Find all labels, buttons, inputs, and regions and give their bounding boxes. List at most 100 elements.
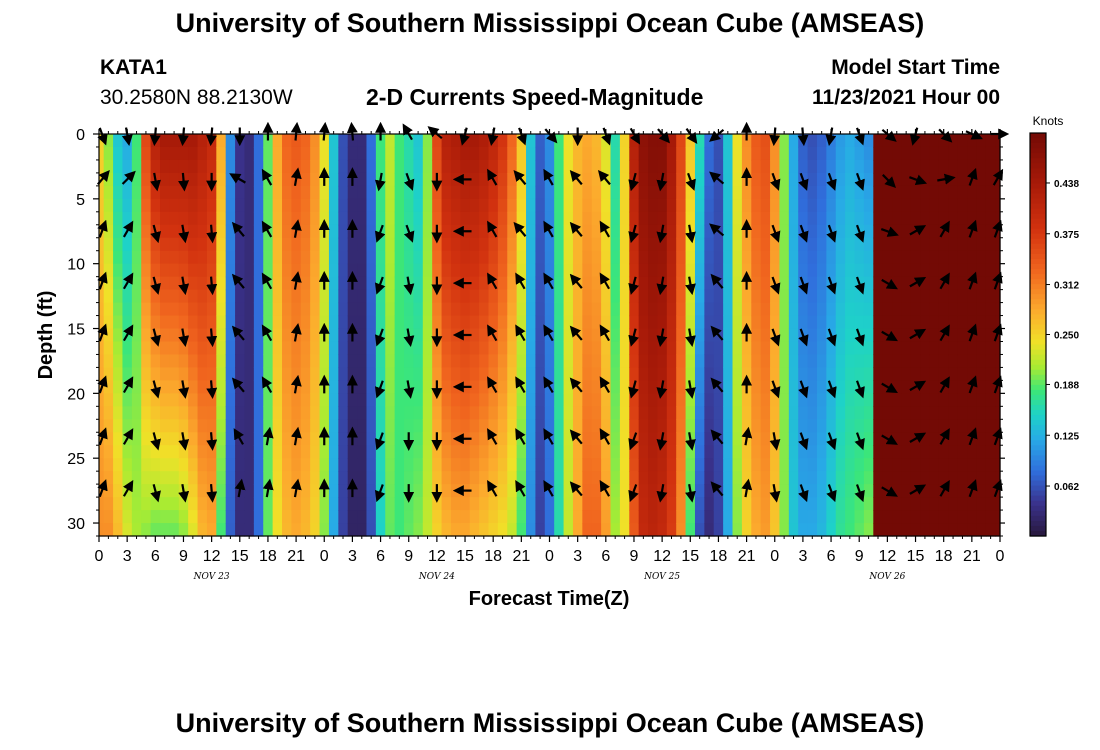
heatmap-cell bbox=[985, 224, 996, 239]
heatmap-cell bbox=[835, 432, 846, 446]
heatmap-cell bbox=[263, 134, 274, 148]
heatmap-cell bbox=[103, 198, 114, 213]
heatmap-cell bbox=[563, 289, 574, 304]
heatmap-cell bbox=[338, 393, 349, 407]
heatmap-cell bbox=[535, 367, 546, 381]
heatmap-cell bbox=[713, 289, 724, 304]
heatmap-cell bbox=[319, 289, 330, 304]
heatmap-cell bbox=[948, 432, 959, 446]
heatmap-cell bbox=[263, 302, 274, 317]
heatmap-cell bbox=[610, 471, 621, 485]
heatmap-cell bbox=[488, 315, 499, 330]
heatmap-cell bbox=[967, 289, 978, 304]
heatmap-cell bbox=[450, 471, 461, 485]
current-vector bbox=[909, 277, 927, 288]
heatmap-cell bbox=[854, 250, 865, 265]
heatmap-cell bbox=[723, 341, 734, 356]
heatmap-cell bbox=[938, 393, 949, 407]
heatmap-cell bbox=[676, 419, 687, 433]
heatmap-cell bbox=[535, 510, 546, 524]
heatmap-cell bbox=[357, 185, 368, 200]
heatmap-cell bbox=[497, 367, 508, 381]
heatmap-cell bbox=[957, 315, 968, 330]
heatmap-cell bbox=[272, 432, 283, 446]
heatmap-cell bbox=[507, 393, 518, 407]
heatmap-cell bbox=[188, 211, 199, 226]
heatmap-cell bbox=[929, 315, 940, 330]
heatmap-cell bbox=[601, 289, 612, 304]
heatmap-cell bbox=[357, 523, 368, 537]
heatmap-cell bbox=[676, 224, 687, 239]
heatmap-cell bbox=[798, 315, 809, 330]
heatmap-cell bbox=[328, 341, 339, 356]
heatmap-cell bbox=[178, 211, 189, 226]
heatmap-cell bbox=[619, 159, 630, 174]
heatmap-cell bbox=[648, 354, 659, 369]
heatmap-cell bbox=[319, 146, 330, 161]
current-vector bbox=[798, 224, 809, 243]
heatmap-cell bbox=[169, 198, 180, 213]
heatmap-cell bbox=[188, 315, 199, 330]
heatmap-cell bbox=[150, 367, 161, 381]
heatmap-cell bbox=[544, 341, 555, 356]
heatmap-cell bbox=[591, 172, 602, 187]
heatmap-cell bbox=[572, 497, 583, 511]
heatmap-cell bbox=[807, 523, 818, 537]
heatmap-cell bbox=[901, 146, 912, 161]
heatmap-cell bbox=[497, 146, 508, 161]
heatmap-cell bbox=[882, 146, 893, 161]
heatmap-cell bbox=[328, 393, 339, 407]
current-vector bbox=[150, 484, 161, 503]
heatmap-cell bbox=[873, 289, 884, 304]
colorbar-swatch bbox=[1030, 213, 1046, 220]
heatmap-cell bbox=[845, 445, 856, 459]
heatmap-cell bbox=[816, 367, 827, 381]
heatmap-cell bbox=[366, 224, 377, 239]
heatmap-cell bbox=[122, 159, 133, 174]
heatmap-cell bbox=[441, 471, 452, 485]
heatmap-cell bbox=[835, 185, 846, 200]
heatmap-cell bbox=[385, 380, 396, 394]
heatmap-cell bbox=[976, 497, 987, 511]
heatmap-cell bbox=[788, 315, 799, 330]
heatmap-cell bbox=[666, 432, 677, 446]
heatmap-cell bbox=[582, 224, 593, 239]
heatmap-cell bbox=[216, 471, 227, 485]
heatmap-cell bbox=[99, 523, 105, 537]
colorbar-swatch bbox=[1030, 470, 1046, 477]
heatmap-cell bbox=[770, 354, 781, 369]
heatmap-cell bbox=[263, 263, 274, 278]
heatmap-cell bbox=[901, 393, 912, 407]
heatmap-cell bbox=[938, 341, 949, 356]
heatmap-cell bbox=[131, 211, 142, 226]
heatmap-cell bbox=[178, 406, 189, 420]
heatmap-cell bbox=[394, 484, 405, 498]
heatmap-cell bbox=[432, 341, 443, 356]
heatmap-cell bbox=[150, 354, 161, 369]
x-tick-label: 21 bbox=[963, 548, 981, 565]
heatmap-cell bbox=[948, 211, 959, 226]
heatmap-cell bbox=[882, 354, 893, 369]
heatmap-cell bbox=[638, 419, 649, 433]
heatmap-cell bbox=[122, 289, 133, 304]
heatmap-cell bbox=[253, 458, 264, 472]
heatmap-cell bbox=[516, 159, 527, 174]
heatmap-cell bbox=[666, 263, 677, 278]
heatmap-cell bbox=[460, 406, 471, 420]
heatmap-cell bbox=[235, 341, 246, 356]
heatmap-cell bbox=[385, 328, 396, 343]
heatmap-cell bbox=[526, 263, 537, 278]
heatmap-cell bbox=[967, 367, 978, 381]
heatmap-cell bbox=[723, 276, 734, 291]
heatmap-cell bbox=[460, 185, 471, 200]
heatmap-cell bbox=[591, 341, 602, 356]
heatmap-cell bbox=[347, 315, 358, 330]
colorbar-swatch bbox=[1030, 329, 1046, 336]
heatmap-cell bbox=[845, 354, 856, 369]
heatmap-cell bbox=[526, 510, 537, 524]
heatmap-cell bbox=[976, 289, 987, 304]
heatmap-cell bbox=[816, 302, 827, 317]
heatmap-cell bbox=[770, 315, 781, 330]
heatmap-cell bbox=[300, 432, 311, 446]
heatmap-cell bbox=[526, 211, 537, 226]
